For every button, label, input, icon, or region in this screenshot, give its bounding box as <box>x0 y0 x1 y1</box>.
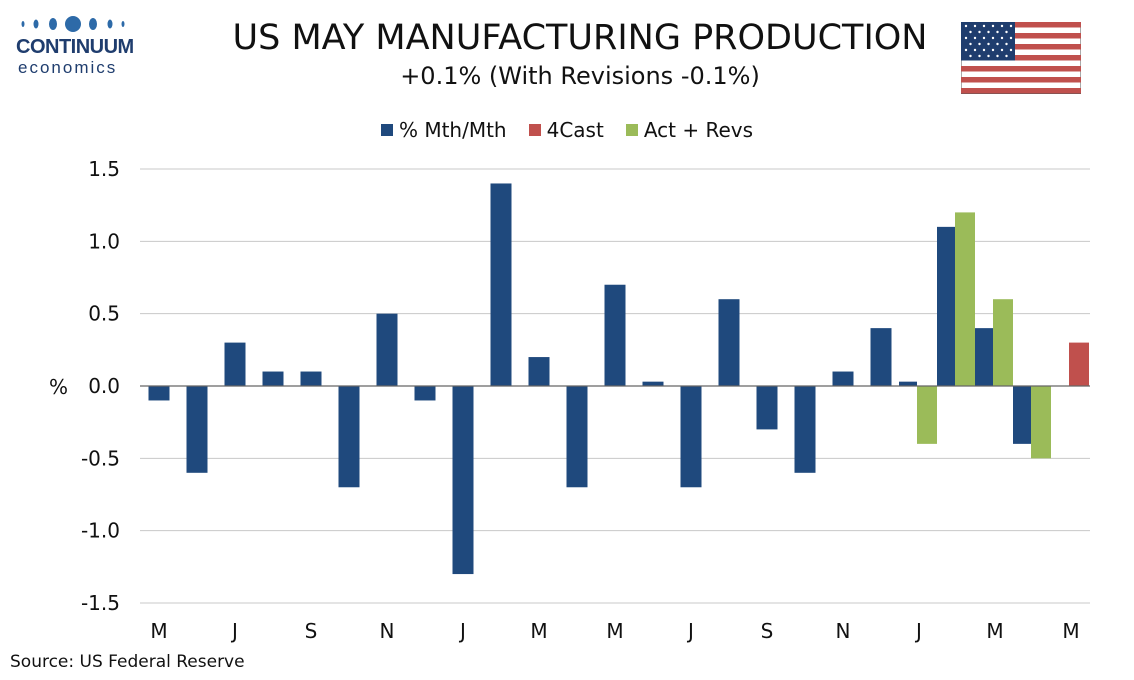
y-tick-label: -1.5 <box>81 591 120 615</box>
y-tick-label: 1.5 <box>88 157 120 181</box>
chart-legend: % Mth/Mth 4Cast Act + Revs <box>0 118 1134 142</box>
x-tick-label: N <box>836 619 851 643</box>
x-tick-label: M <box>530 619 547 643</box>
bar-mth <box>300 371 322 386</box>
bar-mth <box>899 381 917 386</box>
y-axis-label: % <box>49 375 69 399</box>
bar-mth <box>718 299 740 386</box>
bar-mth <box>756 386 778 430</box>
bar-mth <box>186 386 208 473</box>
y-tick-label: 0.5 <box>88 302 120 326</box>
bar-mth <box>604 284 626 386</box>
bar-mth <box>338 386 360 488</box>
legend-swatch-act-revs <box>625 124 638 136</box>
legend-swatch-mth <box>380 124 393 136</box>
bar-mth <box>490 183 512 386</box>
source-note: Source: US Federal Reserve <box>10 652 245 672</box>
x-tick-label: S <box>761 619 774 643</box>
legend-item-act-revs: Act + Revs <box>625 118 754 142</box>
bar-act-revs <box>955 212 975 386</box>
bar-mth <box>148 386 170 401</box>
y-tick-label: -1.0 <box>81 519 120 543</box>
legend-label-mth: % Mth/Mth <box>398 118 507 142</box>
bar-mth <box>870 328 892 386</box>
x-tick-label: M <box>606 619 623 643</box>
x-tick-label: N <box>380 619 395 643</box>
logo-dots-icon <box>21 16 125 32</box>
y-tick-label: 1.0 <box>88 229 120 253</box>
legend-item-4cast: 4Cast <box>528 118 604 142</box>
x-tick-label: J <box>914 619 922 643</box>
x-tick-label: M <box>1062 619 1079 643</box>
bar-mth <box>937 226 955 386</box>
bar-mth <box>528 357 550 386</box>
bar-mth <box>832 371 854 386</box>
bar-mth <box>680 386 702 488</box>
bar-4cast <box>1069 342 1089 386</box>
bar-mth <box>975 328 993 386</box>
x-tick-label: M <box>150 619 167 643</box>
y-tick-label: 0.0 <box>88 374 120 398</box>
legend-label-act-revs: Act + Revs <box>643 118 754 142</box>
logo-subtitle: economics <box>18 58 118 77</box>
bar-mth <box>1013 386 1031 444</box>
bar-mth <box>794 386 816 473</box>
bar-mth <box>566 386 588 488</box>
x-tick-label: M <box>986 619 1003 643</box>
continuum-logo: CONTINUUM economics <box>10 14 135 77</box>
us-flag-icon <box>961 22 1081 94</box>
legend-label-4cast: 4Cast <box>546 118 604 142</box>
bar-mth <box>452 386 474 575</box>
bar-mth <box>414 386 436 401</box>
x-tick-label: J <box>686 619 694 643</box>
x-tick-label: J <box>230 619 238 643</box>
chart-subtitle: +0.1% (With Revisions -0.1%) <box>400 62 760 90</box>
x-tick-label: S <box>305 619 318 643</box>
bar-act-revs <box>1031 386 1051 459</box>
logo-name: CONTINUUM <box>16 36 134 58</box>
legend-swatch-4cast <box>528 124 541 136</box>
bar-act-revs <box>917 386 937 444</box>
x-tick-label: J <box>458 619 466 643</box>
bar-mth <box>262 371 284 386</box>
bar-mth <box>224 342 246 386</box>
chart-title: US MAY MANUFACTURING PRODUCTION <box>232 18 928 58</box>
legend-item-mth: % Mth/Mth <box>380 118 507 142</box>
bar-mth <box>376 313 398 386</box>
bar-act-revs <box>993 299 1013 386</box>
bar-mth <box>642 381 664 386</box>
y-tick-label: -0.5 <box>81 446 120 470</box>
